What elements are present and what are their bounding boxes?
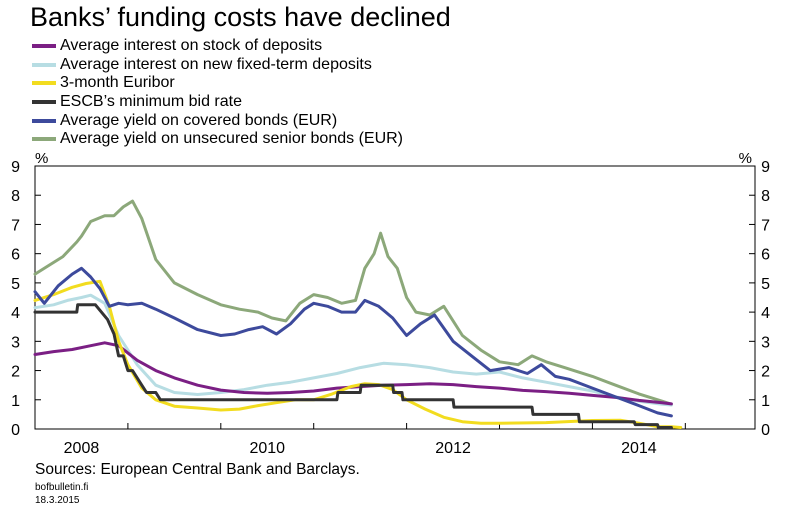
x-tick-label: 2008: [64, 440, 100, 457]
y-tick-label-left: 3: [11, 334, 20, 351]
legend-item: ESCB’s minimum bid rate: [32, 93, 403, 112]
y-tick-label-left: 2: [11, 364, 20, 381]
x-tick-label: 2014: [621, 440, 657, 457]
legend-label: Average interest on new fixed-term depos…: [60, 55, 372, 73]
legend-item: Average yield on unsecured senior bonds …: [32, 130, 403, 149]
y-tick-label-right: 0: [761, 422, 770, 439]
y-tick-label-left: 1: [11, 393, 20, 410]
y-tick-label-right: 6: [761, 247, 770, 264]
legend-item: Average interest on stock of deposits: [32, 37, 403, 56]
legend-swatch: [32, 100, 56, 105]
y-tick-label-right: 9: [761, 159, 770, 176]
y-tick-label-right: 3: [761, 334, 770, 351]
series-line: [33, 199, 673, 406]
legend-swatch: [32, 81, 56, 86]
legend: Average interest on stock of deposits Ave…: [32, 37, 403, 149]
legend-label: Average interest on stock of deposits: [60, 37, 323, 55]
legend-label: 3-month Euribor: [60, 74, 175, 92]
legend-item: 3-month Euribor: [32, 74, 403, 93]
y-axis-unit-right: %: [739, 150, 752, 167]
legend-label: Average yield on covered bonds (EUR): [60, 111, 338, 129]
y-tick-label-left: 7: [11, 217, 20, 234]
legend-swatch: [32, 137, 56, 142]
series-layer: [33, 199, 683, 429]
y-tick-label-left: 4: [11, 305, 20, 322]
x-tick-label: 2012: [435, 440, 471, 457]
legend-swatch: [32, 44, 56, 49]
y-tick-label-right: 4: [761, 305, 770, 322]
y-tick-label-left: 8: [11, 188, 20, 205]
legend-label: Average yield on unsecured senior bonds …: [60, 130, 404, 148]
y-tick-label-left: 0: [11, 422, 20, 439]
legend-item: Average interest on new fixed-term depos…: [32, 56, 403, 75]
series-line: [33, 341, 673, 406]
series-line: [33, 293, 673, 407]
axis-ticks: 0 0 1 1 2 2 3 3 4 4 5 5 6 6 7 7 8 8 9 9 2008 2010 2012 2014: [11, 159, 770, 457]
legend-swatch: [32, 118, 56, 123]
source-note: Sources: European Central Bank and Barcl…: [35, 461, 360, 478]
y-tick-label-right: 8: [761, 188, 770, 205]
y-tick-label-right: 5: [761, 276, 770, 293]
y-tick-label-left: 6: [11, 247, 20, 264]
plot-frame: [34, 165, 756, 430]
legend-swatch: [32, 62, 56, 67]
series-line: [33, 279, 683, 429]
publication-date: 18.3.2015: [35, 495, 80, 506]
site-name: bofbulletin.fi: [35, 482, 89, 493]
y-tick-label-right: 1: [761, 393, 770, 410]
y-tick-label-right: 2: [761, 364, 770, 381]
y-tick-label-left: 5: [11, 276, 20, 293]
y-axis-unit-left: %: [35, 150, 48, 167]
chart-title: Banks’ funding costs have declined: [30, 2, 451, 32]
legend-label: ESCB’s minimum bid rate: [60, 93, 242, 111]
series-line: [33, 303, 673, 429]
series-line: [33, 266, 673, 418]
legend-item: Average yield on covered bonds (EUR): [32, 111, 403, 130]
y-tick-label-left: 9: [11, 159, 20, 176]
x-tick-label: 2010: [249, 440, 285, 457]
y-tick-label-right: 7: [761, 217, 770, 234]
